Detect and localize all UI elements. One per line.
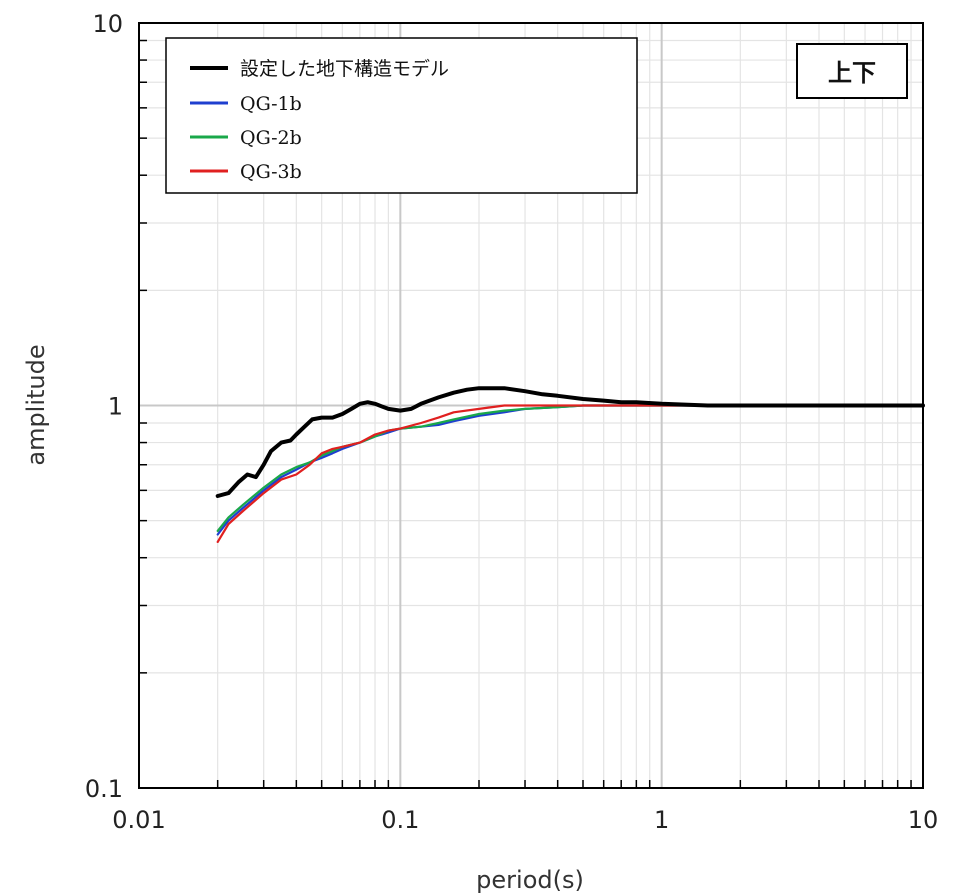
series-line-qg-3b: [216, 404, 925, 543]
legend-entry: QG-1b: [240, 93, 302, 115]
x-tick-label: 0.01: [112, 806, 165, 834]
legend-entry: QG-2b: [240, 127, 302, 149]
legend-entry: QG-3b: [240, 161, 302, 183]
y-tick-label: 0.1: [85, 775, 123, 803]
series-line-model: [215, 386, 925, 498]
y-tick-label: 1: [108, 393, 123, 421]
corner-label-frame: [796, 43, 908, 99]
series-line-qg-2b: [216, 404, 925, 532]
corner-label-box: 上下: [796, 43, 908, 99]
x-tick-label: 1: [654, 806, 669, 834]
series-line-qg-1b: [216, 404, 925, 536]
x-axis-label: period(s): [476, 866, 584, 894]
x-tick-label: 0.1: [381, 806, 419, 834]
plot-frame: [138, 22, 924, 789]
series-layer: [215, 386, 925, 543]
y-axis-label: amplitude: [22, 344, 50, 465]
y-tick-label: 10: [92, 10, 123, 38]
x-tick-labels: 0.01 0.1 1 10: [112, 806, 938, 834]
y-tick-labels: 0.1 1 10: [85, 10, 123, 803]
corner-label: 上下: [828, 59, 876, 87]
legend-entry: 設定した地下構造モデル: [240, 58, 449, 80]
legend: 設定した地下構造モデル QG-1b QG-2b QG-3b: [165, 37, 638, 194]
legend-box: [165, 37, 638, 194]
x-tick-label: 10: [908, 806, 939, 834]
